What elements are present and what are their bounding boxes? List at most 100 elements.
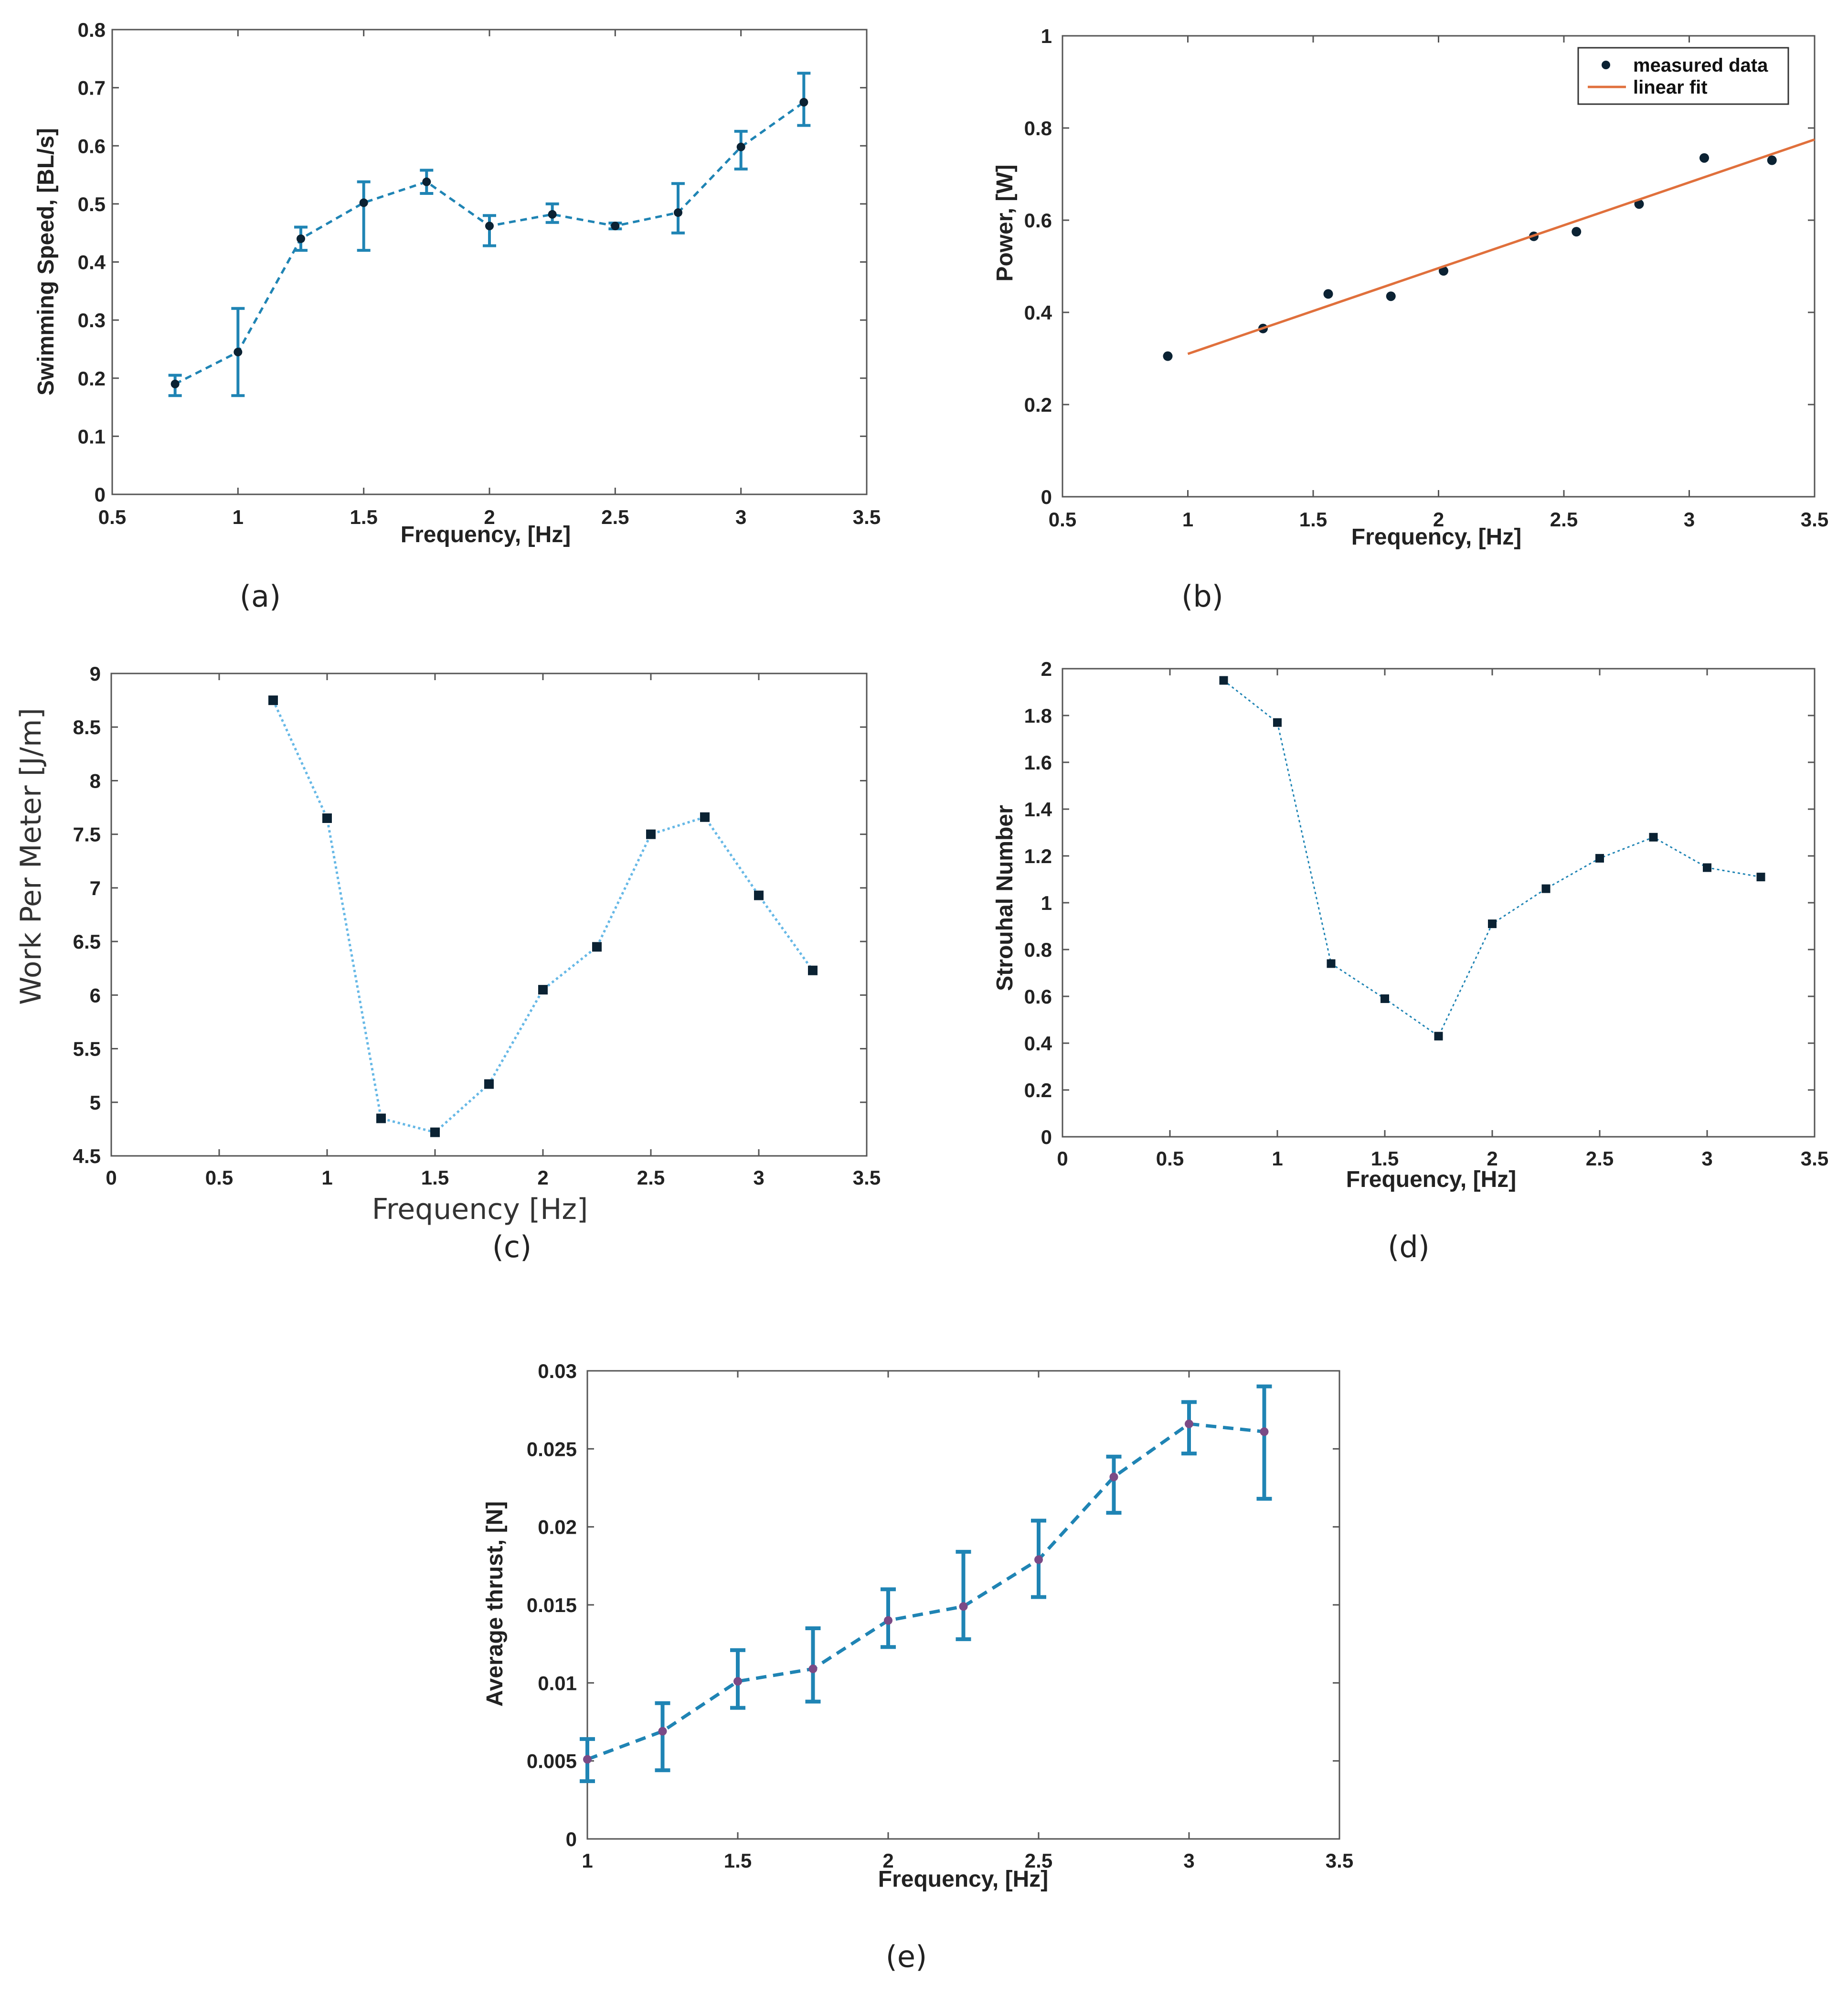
x-tick-label: 3.5: [1801, 1147, 1828, 1170]
y-axis-title: Strouhal Number: [992, 805, 1018, 991]
x-tick-label: 1: [321, 1166, 332, 1189]
data-point: [376, 1113, 386, 1123]
y-tick-label: 8: [90, 769, 101, 792]
legend-marker: [1602, 61, 1610, 69]
y-tick-label: 0.6: [1024, 209, 1052, 232]
data-point: [1767, 155, 1777, 165]
data-point: [736, 142, 745, 151]
y-tick-label: 0.6: [1024, 985, 1052, 1008]
data-point: [646, 829, 656, 839]
data-point: [1109, 1473, 1118, 1482]
data-point: [1439, 266, 1448, 276]
data-point: [1634, 199, 1644, 209]
y-tick-label: 7.5: [73, 823, 101, 846]
y-tick-label: 1.8: [1024, 705, 1052, 727]
data-point: [1323, 289, 1333, 299]
data-point: [959, 1602, 968, 1611]
data-point: [884, 1616, 892, 1625]
y-axis-title: Power, [W]: [992, 164, 1018, 281]
fit-line: [1187, 138, 1815, 355]
x-tick-label: 3: [735, 506, 746, 528]
x-tick-label: 1: [233, 506, 244, 528]
x-tick-label: 0.5: [1156, 1147, 1184, 1170]
x-tick-label: 1.5: [1299, 508, 1327, 531]
x-tick-label: 2: [1433, 508, 1444, 531]
panel-c: 0 0.5 1 1.5 2 2.5 3 3.5 4.5 5 5.5 6 6.5 7 7.5 8 8.5 9 Freq…: [14, 662, 881, 1264]
data-point: [658, 1727, 667, 1736]
x-tick-label: 0.5: [1049, 508, 1076, 531]
data-point: [1034, 1555, 1043, 1564]
data-point: [754, 890, 764, 900]
data-point: [592, 942, 602, 952]
data-point: [538, 985, 548, 995]
data-point: [234, 348, 243, 357]
data-point: [422, 177, 431, 186]
x-tick-label: 3: [753, 1166, 764, 1189]
y-axis-title: Work Per Meter [J/m]: [14, 708, 48, 1005]
x-tick-label: 2.5: [1025, 1849, 1052, 1872]
x-tick-label: 2: [1487, 1147, 1498, 1170]
y-tick-label: 0.8: [78, 19, 106, 41]
series-0: [1219, 676, 1765, 1041]
y-tick-label: 0: [95, 483, 106, 506]
y-tick-label: 0.1: [78, 425, 106, 448]
y-tick-label: 9: [90, 662, 101, 685]
x-tick-label: 0.5: [205, 1166, 233, 1189]
x-tick-label: 3.5: [1326, 1849, 1353, 1872]
y-tick-label: 0.2: [78, 367, 106, 390]
plot-area: [1062, 35, 1816, 498]
data-point: [799, 98, 808, 107]
panel-caption: (a): [240, 579, 281, 614]
y-tick-label: 5.5: [73, 1038, 101, 1060]
x-tick-label: 0: [1057, 1147, 1068, 1170]
y-tick-label: 0.4: [1024, 1032, 1052, 1055]
x-tick-label: 3.5: [1801, 508, 1828, 531]
data-point: [322, 813, 332, 823]
data-point: [1260, 1427, 1269, 1436]
data-point: [297, 234, 305, 243]
x-tick-label: 2: [537, 1166, 548, 1189]
series-line: [272, 700, 814, 1134]
x-axis-title: Frequency [Hz]: [372, 1193, 588, 1226]
legend-box: [1577, 47, 1789, 105]
x-axis-title: Frequency, [Hz]: [878, 1867, 1048, 1892]
data-point: [1434, 1032, 1443, 1041]
x-tick-label: 2.5: [601, 506, 629, 528]
data-point: [430, 1127, 440, 1137]
y-tick-label: 0.015: [527, 1594, 577, 1616]
data-point: [1185, 1420, 1193, 1429]
data-point: [1163, 351, 1173, 361]
y-tick-label: 1.4: [1024, 798, 1052, 821]
x-tick-label: 3.5: [853, 1166, 881, 1189]
panel-b: 0.5 1 1.5 2 2.5 3 3.5 0 0.2 0.4 0.6 0.8 1 Frequency, …: [992, 25, 1828, 614]
x-tick-label: 1.5: [724, 1849, 752, 1872]
data-point: [268, 695, 278, 705]
y-tick-label: 0.6: [78, 135, 106, 157]
data-point: [1756, 873, 1765, 882]
y-tick-label: 4.5: [73, 1145, 101, 1167]
y-tick-label: 0.7: [78, 77, 106, 99]
x-axis-title: Frequency, [Hz]: [1346, 1167, 1516, 1192]
y-tick-label: 8.5: [73, 716, 101, 738]
series-line: [586, 1422, 1264, 1761]
y-tick-label: 1: [1041, 25, 1052, 47]
data-point: [674, 208, 682, 217]
panel-caption: (d): [1388, 1229, 1430, 1264]
x-tick-label: 3.5: [853, 506, 881, 528]
data-point: [733, 1677, 742, 1686]
series-measured-data: [1163, 153, 1777, 361]
data-point: [1703, 863, 1711, 872]
y-tick-label: 0.5: [78, 193, 106, 215]
x-tick-label: 2.5: [1550, 508, 1578, 531]
panel-caption: (b): [1181, 579, 1223, 614]
x-tick-label: 3: [1701, 1147, 1712, 1170]
x-tick-label: 2: [882, 1849, 893, 1872]
data-point: [170, 379, 180, 388]
data-point: [1219, 676, 1228, 685]
y-tick-label: 0.025: [527, 1438, 577, 1460]
x-tick-label: 3: [1684, 508, 1695, 531]
y-tick-label: 0.005: [527, 1750, 577, 1773]
panel-d: 0 0.5 1 1.5 2 2.5 3 3.5 0 0.2 0.4 0.6 0.8 1 1.2 1.4 1.6 1…: [992, 658, 1828, 1264]
x-tick-label: 1.5: [350, 506, 377, 528]
